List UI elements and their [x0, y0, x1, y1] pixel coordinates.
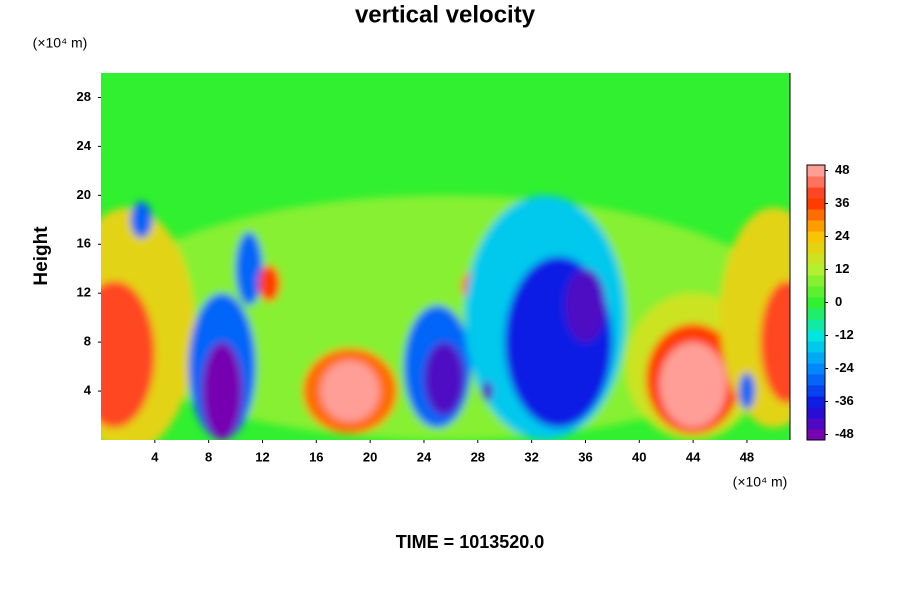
contour-blob: [101, 280, 155, 428]
x-tick-label: 16: [309, 449, 323, 464]
colorbar-tick-label: -48: [835, 426, 854, 441]
field-blobs: [101, 195, 790, 440]
contour-blob: [423, 342, 465, 416]
contour-blob: [738, 372, 756, 410]
colorbar-segment: [807, 363, 825, 375]
colorbar-segment: [807, 253, 825, 265]
colorbar-segment: [807, 275, 825, 287]
x-tick-label: 8: [205, 449, 212, 464]
x-tick-label: 12: [255, 449, 269, 464]
colorbar-tick-label: 48: [835, 162, 849, 177]
contour-blob: [659, 342, 727, 428]
colorbar-tick-label: 0: [835, 294, 842, 309]
colorbar-tick-label: 36: [835, 195, 849, 210]
y-tick-label: 4: [84, 383, 92, 398]
colorbar-segment: [807, 396, 825, 408]
colorbar-tick-label: -36: [835, 393, 854, 408]
colorbar-segment: [807, 242, 825, 254]
colorbar-segment: [807, 330, 825, 342]
y-tick-label: 12: [77, 285, 91, 300]
colorbar-tick-label: -12: [835, 327, 854, 342]
colorbar-segment: [807, 319, 825, 331]
contour-blob: [320, 360, 380, 422]
colorbar-segment: [807, 385, 825, 397]
colorbar-segment: [807, 187, 825, 199]
plot-area: [101, 73, 790, 440]
colorbar-segment: [807, 374, 825, 386]
y-tick-label: 16: [77, 236, 91, 251]
x-unit: (×10⁴ m): [733, 474, 788, 490]
colorbar-segment: [807, 231, 825, 243]
contour-blob: [565, 268, 606, 343]
colorbar-segment: [807, 429, 825, 441]
contour-blob: [481, 381, 493, 401]
y-tick-label: 8: [84, 334, 91, 349]
y-tick-label: 28: [77, 89, 91, 104]
colorbar-segment: [807, 264, 825, 276]
colorbar-tick-label: 12: [835, 261, 849, 276]
x-tick-label: 28: [471, 449, 485, 464]
x-tick-label: 32: [524, 449, 538, 464]
colorbar-segment: [807, 352, 825, 364]
colorbar-segment: [807, 286, 825, 298]
contour-blob: [201, 342, 243, 440]
x-tick-label: 4: [151, 449, 159, 464]
x-tick-label: 44: [686, 449, 701, 464]
y-tick-label: 20: [77, 187, 91, 202]
x-tick-label: 40: [632, 449, 646, 464]
colorbar-segment: [807, 297, 825, 309]
time-label: TIME = 1013520.0: [396, 532, 545, 552]
colorbar-segment: [807, 407, 825, 419]
colorbar-segment: [807, 198, 825, 210]
colorbar-segment: [807, 209, 825, 221]
x-tick-label: 24: [417, 449, 432, 464]
colorbar-segment: [807, 165, 825, 177]
x-tick-label: 20: [363, 449, 377, 464]
colorbar-tick-label: 24: [835, 228, 850, 243]
y-tick-label: 24: [77, 138, 92, 153]
y-axis-label: Height: [31, 226, 52, 286]
contour-blob: [258, 265, 280, 302]
x-tick-label: 36: [578, 449, 592, 464]
colorbar-segment: [807, 176, 825, 188]
colorbar-segment: [807, 308, 825, 320]
contour-blob: [235, 232, 263, 306]
contour-blob: [760, 280, 790, 404]
x-tick-label: 48: [740, 449, 754, 464]
colorbar-segment: [807, 341, 825, 353]
y-unit: (×10⁴ m): [33, 35, 88, 51]
colorbar-segment: [807, 220, 825, 232]
contour-blob: [130, 201, 153, 239]
chart-title: vertical velocity: [355, 1, 536, 28]
colorbar-segment: [807, 418, 825, 430]
colorbar-tick-label: -24: [835, 360, 855, 375]
